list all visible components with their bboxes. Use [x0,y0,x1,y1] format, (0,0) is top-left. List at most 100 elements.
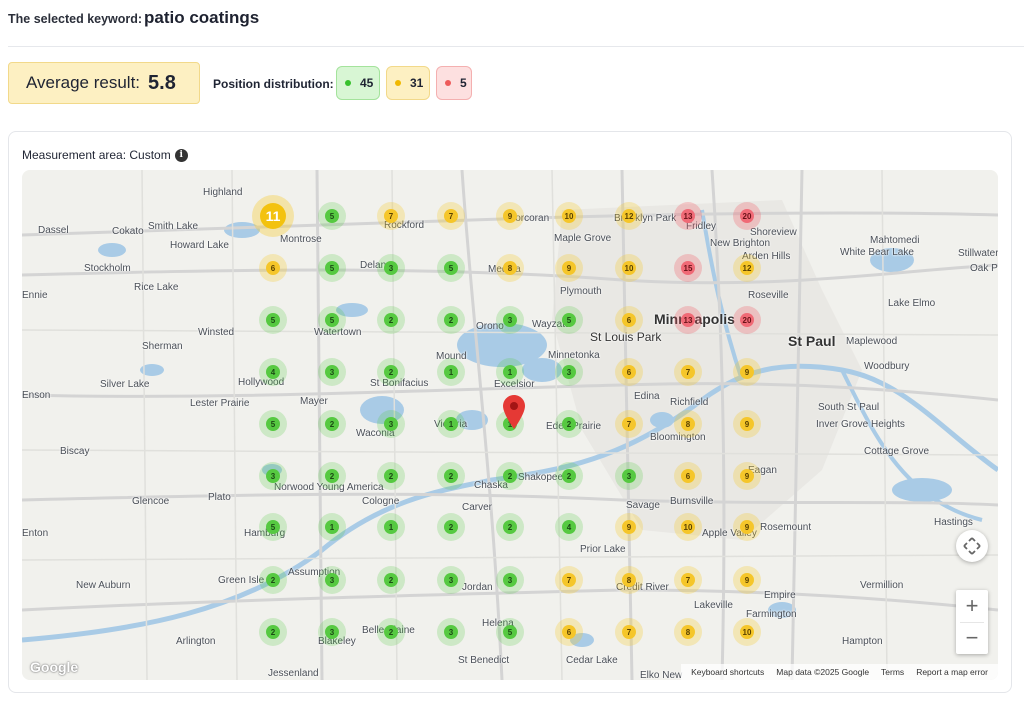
rank-marker[interactable]: 2 [496,462,524,490]
rank-marker[interactable]: 3 [377,254,405,282]
rank-marker[interactable]: 9 [733,513,761,541]
rank-marker[interactable]: 12 [615,202,643,230]
rank-marker[interactable]: 2 [437,306,465,334]
rank-marker[interactable]: 3 [318,358,346,386]
rank-marker[interactable]: 8 [674,410,702,438]
rank-marker[interactable]: 4 [259,358,287,386]
rank-value: 7 [681,365,695,379]
rank-marker[interactable]: 3 [318,566,346,594]
rank-marker[interactable]: 4 [555,513,583,541]
rank-marker[interactable]: 8 [674,618,702,646]
rank-marker[interactable]: 13 [674,202,702,230]
divider [8,46,1024,47]
rank-marker[interactable]: 6 [615,358,643,386]
rank-marker[interactable]: 7 [555,566,583,594]
zoom-in-button[interactable]: + [965,592,979,618]
map-base [22,170,998,680]
rank-marker[interactable]: 7 [674,566,702,594]
place-label: Hamburg [244,528,286,539]
rank-marker[interactable]: 2 [377,566,405,594]
rank-marker[interactable]: 10 [674,513,702,541]
place-label: St Bonifacius [370,378,429,389]
rank-marker[interactable]: 3 [437,618,465,646]
map-data-text: Map data ©2025 Google [776,667,870,677]
rank-marker[interactable]: 5 [437,254,465,282]
rank-marker[interactable]: 5 [318,306,346,334]
rank-marker[interactable]: 2 [555,410,583,438]
rank-marker[interactable]: 1 [377,513,405,541]
rank-value: 6 [622,365,636,379]
rank-marker[interactable]: 5 [259,410,287,438]
rank-marker[interactable]: 7 [437,202,465,230]
rank-marker[interactable]: 9 [555,254,583,282]
rank-marker[interactable]: 12 [733,254,761,282]
rank-marker[interactable]: 5 [259,513,287,541]
rank-marker[interactable]: 10 [733,618,761,646]
rank-marker[interactable]: 8 [615,566,643,594]
rank-marker[interactable]: 6 [555,618,583,646]
rank-marker[interactable]: 2 [318,462,346,490]
rank-marker[interactable]: 5 [259,306,287,334]
rank-marker[interactable]: 2 [259,566,287,594]
rank-marker[interactable]: 3 [555,358,583,386]
rank-marker[interactable]: 2 [496,513,524,541]
rank-marker[interactable]: 1 [437,410,465,438]
rank-marker[interactable]: 2 [259,618,287,646]
report-map-error-link[interactable]: Report a map error [916,667,988,677]
rank-marker[interactable]: 11 [252,195,294,237]
rank-marker[interactable]: 9 [496,202,524,230]
rank-marker[interactable]: 2 [437,513,465,541]
rank-marker[interactable]: 9 [615,513,643,541]
rank-marker[interactable]: 10 [555,202,583,230]
rank-marker[interactable]: 5 [318,202,346,230]
rank-marker[interactable]: 3 [377,410,405,438]
rank-value: 4 [562,520,576,534]
place-label: Cottage Grove [864,446,930,457]
rank-marker[interactable]: 6 [615,306,643,334]
rank-marker[interactable]: 2 [377,358,405,386]
rank-marker[interactable]: 3 [259,462,287,490]
rank-marker[interactable]: 10 [615,254,643,282]
rank-marker[interactable]: 7 [615,618,643,646]
map[interactable]: Highland Dassel Cokato Smith Lake Montrose Ho… [22,170,998,680]
fullscreen-button[interactable] [956,530,988,562]
green-dot-icon [345,80,351,86]
rank-marker[interactable]: 9 [733,566,761,594]
rank-marker[interactable]: 5 [318,254,346,282]
rank-marker[interactable]: 2 [377,462,405,490]
rank-marker[interactable]: 5 [496,618,524,646]
rank-marker[interactable]: 3 [615,462,643,490]
rank-marker[interactable]: 9 [733,358,761,386]
rank-marker[interactable]: 2 [318,410,346,438]
rank-marker[interactable]: 1 [496,358,524,386]
rank-marker[interactable]: 8 [496,254,524,282]
rank-marker[interactable]: 6 [259,254,287,282]
info-icon[interactable]: i [174,148,188,162]
rank-marker[interactable]: 5 [555,306,583,334]
rank-marker[interactable]: 2 [377,618,405,646]
rank-marker[interactable]: 1 [437,358,465,386]
rank-marker[interactable]: 9 [733,462,761,490]
rank-marker[interactable]: 13 [674,306,702,334]
rank-marker[interactable]: 3 [437,566,465,594]
rank-marker[interactable]: 7 [674,358,702,386]
rank-marker[interactable]: 3 [318,618,346,646]
rank-marker[interactable]: 9 [733,410,761,438]
rank-marker[interactable]: 20 [733,202,761,230]
rank-marker[interactable]: 6 [674,462,702,490]
location-pin-icon[interactable] [503,395,525,429]
rank-marker[interactable]: 15 [674,254,702,282]
terms-link[interactable]: Terms [881,667,905,677]
rank-marker[interactable]: 1 [318,513,346,541]
rank-marker[interactable]: 7 [377,202,405,230]
rank-marker[interactable]: 3 [496,566,524,594]
rank-marker[interactable]: 2 [437,462,465,490]
keyboard-shortcuts-link[interactable]: Keyboard shortcuts [691,667,765,677]
rank-marker[interactable]: 2 [377,306,405,334]
rank-marker[interactable]: 3 [496,306,524,334]
rank-marker[interactable]: 2 [555,462,583,490]
zoom-out-button[interactable]: − [965,625,979,651]
place-label: Stillwater [958,248,998,259]
rank-marker[interactable]: 20 [733,306,761,334]
rank-marker[interactable]: 7 [615,410,643,438]
